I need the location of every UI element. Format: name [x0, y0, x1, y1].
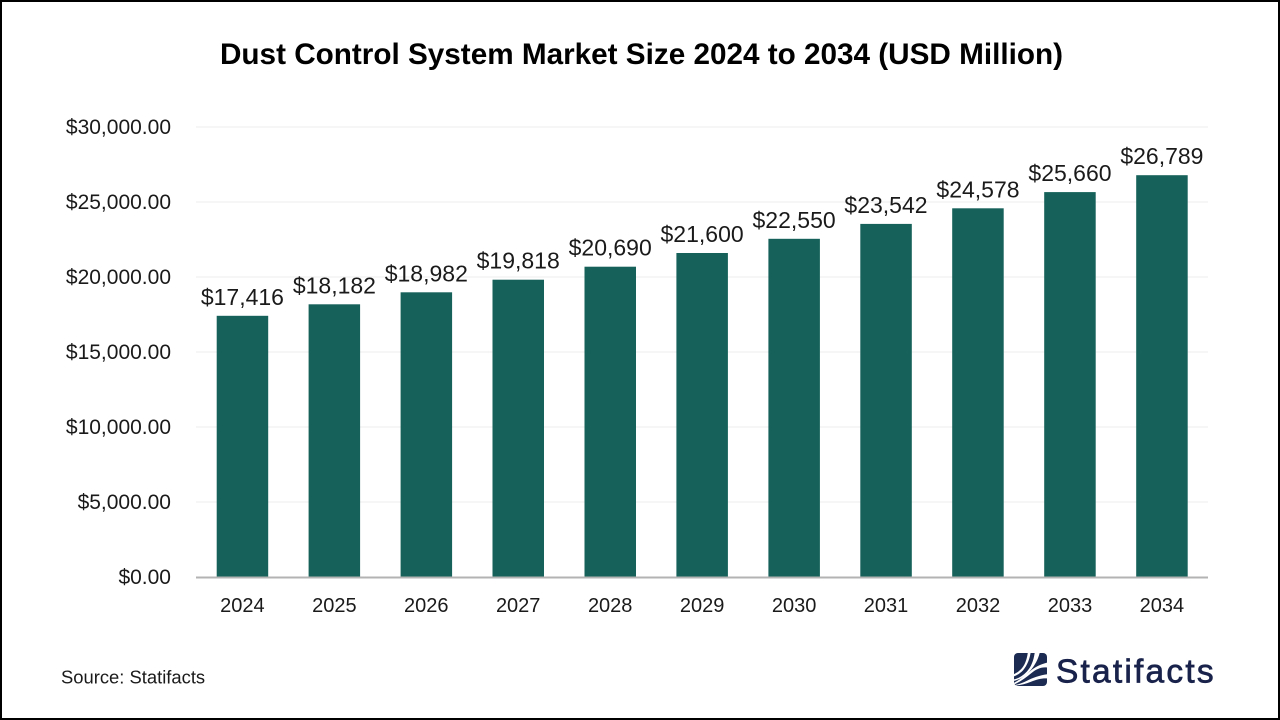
- svg-text:Source: Statifacts: Source: Statifacts: [61, 667, 205, 688]
- svg-text:$10,000.00: $10,000.00: [66, 416, 171, 439]
- svg-text:$30,000.00: $30,000.00: [66, 116, 171, 139]
- svg-text:$24,578: $24,578: [936, 176, 1019, 202]
- svg-text:2032: 2032: [956, 595, 1001, 617]
- svg-text:2029: 2029: [680, 595, 725, 617]
- svg-text:$17,416: $17,416: [201, 284, 284, 310]
- svg-text:$0.00: $0.00: [118, 566, 171, 589]
- svg-text:2033: 2033: [1048, 595, 1093, 617]
- svg-text:$25,000.00: $25,000.00: [66, 191, 171, 214]
- svg-text:$19,818: $19,818: [477, 248, 560, 274]
- svg-text:Statifacts: Statifacts: [1056, 654, 1216, 691]
- svg-text:$26,789: $26,789: [1120, 143, 1203, 169]
- svg-text:$15,000.00: $15,000.00: [66, 341, 171, 364]
- svg-text:Dust Control System Market Siz: Dust Control System Market Size 2024 to …: [220, 38, 1063, 71]
- svg-text:$18,182: $18,182: [293, 272, 376, 298]
- svg-text:2025: 2025: [312, 595, 357, 617]
- svg-text:$21,600: $21,600: [661, 221, 744, 247]
- svg-text:2034: 2034: [1140, 595, 1185, 617]
- svg-text:$22,550: $22,550: [753, 207, 836, 233]
- svg-text:$25,660: $25,660: [1028, 160, 1111, 186]
- svg-text:$18,982: $18,982: [385, 260, 468, 286]
- svg-text:$5,000.00: $5,000.00: [78, 491, 171, 514]
- svg-text:2030: 2030: [772, 595, 817, 617]
- svg-text:$20,000.00: $20,000.00: [66, 266, 171, 289]
- svg-text:2031: 2031: [864, 595, 909, 617]
- svg-text:2027: 2027: [496, 595, 541, 617]
- svg-text:$23,542: $23,542: [844, 192, 927, 218]
- svg-text:2026: 2026: [404, 595, 449, 617]
- svg-text:$20,690: $20,690: [569, 235, 652, 261]
- svg-text:2024: 2024: [220, 595, 265, 617]
- svg-text:2028: 2028: [588, 595, 633, 617]
